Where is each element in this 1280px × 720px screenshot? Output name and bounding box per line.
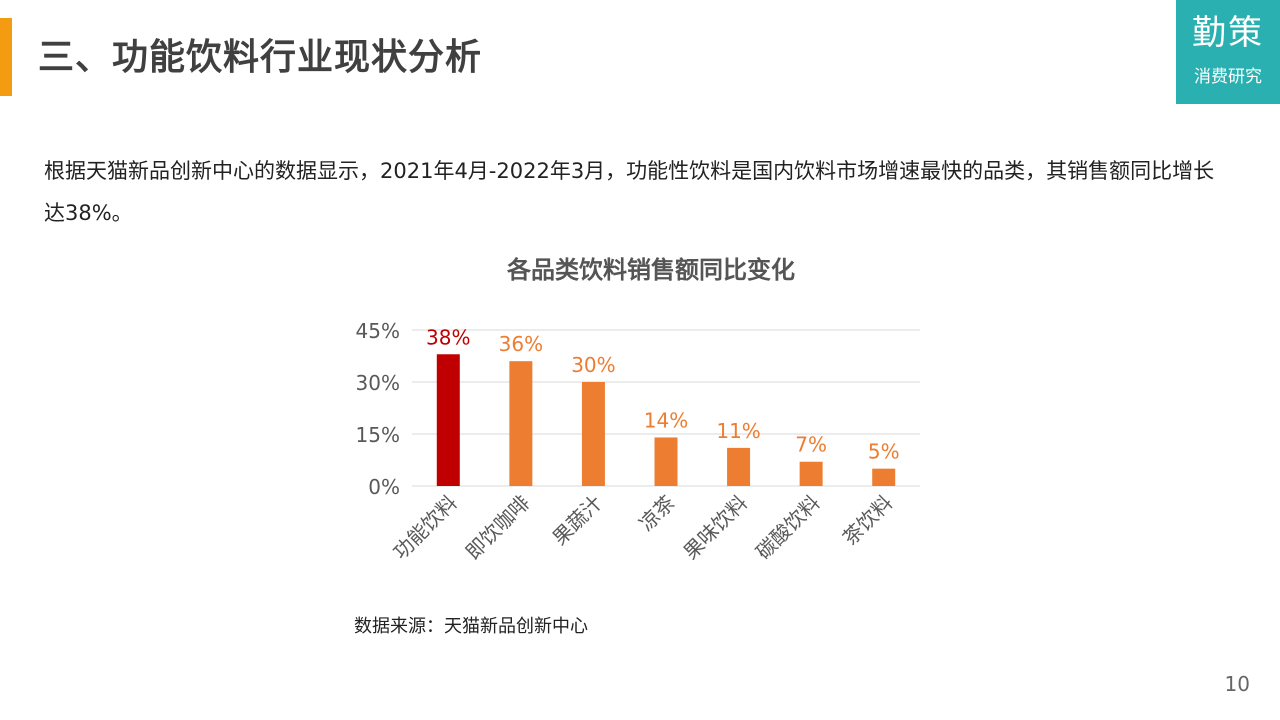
data-label: 7%	[795, 433, 827, 457]
x-tick-label: 茶饮料	[838, 491, 897, 550]
y-tick-label: 15%	[356, 423, 400, 447]
bar	[799, 461, 823, 486]
brand-logo: 勤策 消费研究	[1176, 0, 1280, 104]
title-accent-bar	[0, 18, 12, 96]
data-label: 5%	[868, 440, 900, 464]
bar	[581, 382, 605, 486]
bar	[872, 468, 896, 486]
page-number: 10	[1224, 672, 1250, 696]
data-label: 36%	[499, 332, 543, 356]
data-label: 30%	[571, 353, 615, 377]
x-tick-label: 碳酸饮料	[751, 491, 825, 565]
data-label: 38%	[426, 325, 470, 349]
x-tick-label: 凉茶	[634, 491, 679, 536]
bar	[509, 361, 533, 486]
data-label: 14%	[644, 408, 688, 432]
intro-paragraph: 根据天猫新品创新中心的数据显示，2021年4月-2022年3月，功能性饮料是国内…	[44, 159, 1215, 225]
logo-main-text: 勤策	[1192, 13, 1264, 53]
bar	[727, 447, 751, 486]
page-title: 三、功能饮料行业现状分析	[38, 37, 483, 78]
bar	[436, 354, 460, 486]
x-tick-label: 果蔬汁	[548, 491, 607, 550]
logo-sub-text: 消费研究	[1194, 67, 1262, 87]
chart-title: 各品类饮料销售额同比变化	[507, 256, 795, 284]
bar	[654, 437, 678, 486]
data-label: 11%	[716, 419, 760, 443]
y-tick-label: 30%	[356, 371, 400, 395]
y-tick-label: 45%	[356, 319, 400, 343]
data-source: 数据来源：天猫新品创新中心	[354, 616, 588, 637]
x-tick-label: 即饮咖啡	[461, 491, 535, 565]
y-tick-label: 0%	[368, 475, 400, 499]
x-tick-label: 功能饮料	[388, 491, 462, 565]
x-tick-label: 果味饮料	[679, 491, 753, 565]
